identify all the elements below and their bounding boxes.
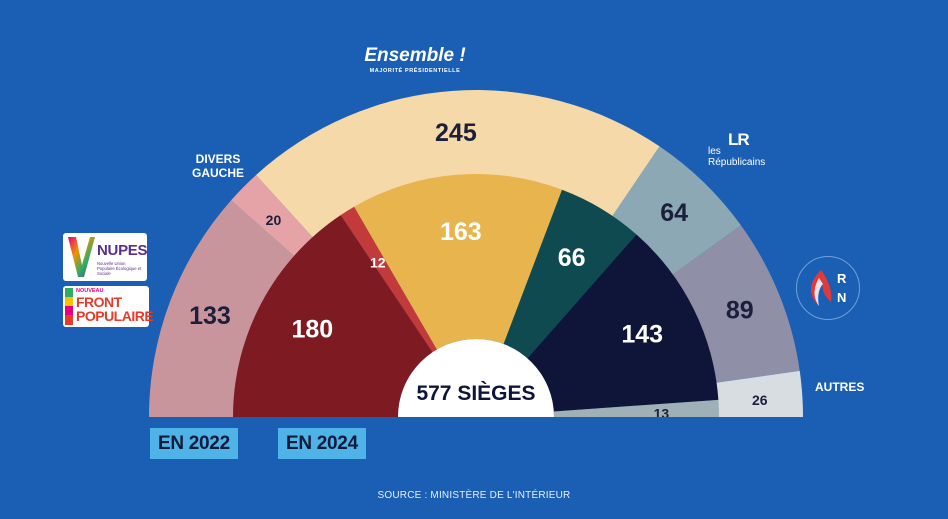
divers-gauche-line1: DIVERS [195, 152, 241, 166]
tag-2022: EN 2022 [150, 428, 238, 459]
lr-mark-icon: LR [728, 130, 750, 149]
outer-slice-5 [715, 370, 803, 417]
inner-slice-1 [340, 206, 437, 353]
inner-value-label-0: 180 [291, 316, 333, 344]
nfp-top: NOUVEAU [76, 288, 104, 294]
nupes-v-icon [68, 237, 95, 277]
outer-value-label-4: 89 [726, 296, 754, 324]
tag-2024: EN 2024 [278, 428, 366, 459]
inner-value-label-1: 12 [370, 255, 386, 271]
divers-gauche-label: DIVERS GAUCHE [188, 152, 248, 180]
outer-slice-4 [672, 225, 800, 383]
autres-label: AUTRES [815, 380, 865, 394]
center-total-label: 577 SIÈGES [416, 382, 535, 405]
outer-value-label-2: 245 [435, 119, 477, 147]
inner-ring-2024 [233, 174, 719, 417]
nupes-title: NUPES [97, 242, 148, 259]
nfp-flag-icon [65, 288, 73, 325]
inner-slice-5 [553, 399, 719, 417]
outer-value-label-5: 26 [752, 392, 768, 408]
nupes-logo: NUPES Nouvelle Union Populaire Écologiqu… [63, 233, 147, 281]
source-note: SOURCE : MINISTÈRE DE L'INTÉRIEUR [377, 490, 571, 501]
nfp-line2: POPULAIRE [76, 308, 154, 324]
outer-slice-1 [231, 175, 314, 257]
ensemble-title: Ensemble ! [364, 45, 466, 66]
inner-slice-4 [527, 234, 719, 412]
inner-slice-0 [233, 215, 433, 417]
outer-value-label-0: 133 [189, 302, 231, 330]
outer-slice-0 [149, 200, 295, 417]
baseline-mask [0, 417, 948, 519]
ensemble-subtitle: MAJORITÉ PRÉSIDENTIELLE [369, 68, 461, 74]
divers-gauche-line2: GAUCHE [191, 166, 244, 180]
lr-les: les [708, 146, 721, 157]
nupes-subtitle: Nouvelle Union Populaire Écologique et S… [97, 261, 142, 276]
ensemble-logo: Ensemble ! MAJORITÉ PRÉSIDENTIELLE [340, 45, 490, 74]
inner-value-label-4: 143 [621, 321, 663, 349]
outer-slice-3 [611, 146, 741, 276]
nfp-logo: NOUVEAU FRONT POPULAIRE [63, 286, 154, 327]
inner-slice-2 [354, 174, 563, 350]
nfp-line1: FRONT [76, 294, 122, 310]
lr-name: Républicains [708, 157, 766, 168]
outer-slice-2 [256, 90, 660, 238]
flame-icon [810, 270, 832, 306]
outer-value-label-1: 20 [266, 212, 282, 228]
rn-mark: RN [837, 271, 847, 305]
rn-logo: RN [796, 256, 860, 320]
outer-value-label-3: 64 [660, 199, 688, 227]
inner-value-label-2: 163 [440, 218, 482, 246]
outer-ring-2022 [149, 90, 803, 417]
inner-value-label-3: 66 [558, 244, 586, 272]
inner-slice-3 [503, 189, 637, 359]
